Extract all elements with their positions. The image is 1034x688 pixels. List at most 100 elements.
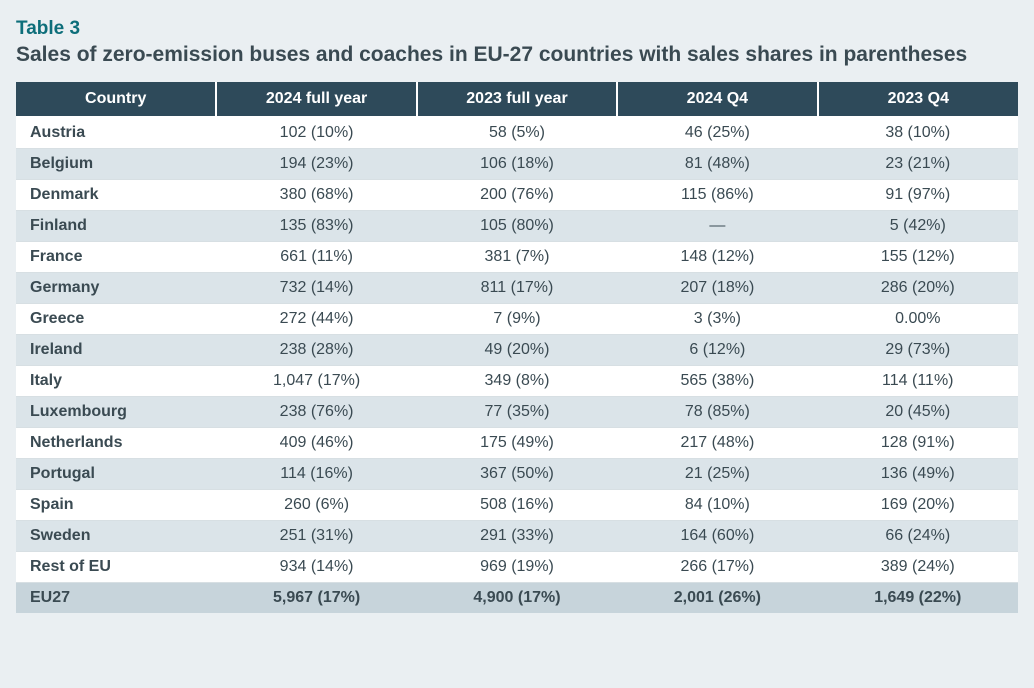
table-row: Finland135 (83%)105 (80%)—5 (42%) (16, 211, 1018, 242)
cell-country: Greece (16, 304, 216, 335)
table-row: Germany732 (14%)811 (17%)207 (18%)286 (2… (16, 273, 1018, 304)
table-title: Sales of zero-emission buses and coaches… (16, 42, 996, 68)
table-label: Table 3 (16, 18, 1018, 40)
cell-country: Italy (16, 366, 216, 397)
cell-country: Portugal (16, 459, 216, 490)
table-row: Rest of EU934 (14%)969 (19%)266 (17%)389… (16, 552, 1018, 583)
cell-value: 49 (20%) (417, 335, 617, 366)
cell-value: 46 (25%) (617, 117, 817, 149)
cell-value: 661 (11%) (216, 242, 416, 273)
cell-value: 367 (50%) (417, 459, 617, 490)
cell-value: 349 (8%) (417, 366, 617, 397)
cell-country: Rest of EU (16, 552, 216, 583)
cell-value: 1,649 (22%) (818, 583, 1018, 614)
cell-value: 811 (17%) (417, 273, 617, 304)
cell-value: 38 (10%) (818, 117, 1018, 149)
cell-value: — (617, 211, 817, 242)
cell-value: 77 (35%) (417, 397, 617, 428)
table-body: Austria102 (10%)58 (5%)46 (25%)38 (10%)B… (16, 117, 1018, 613)
cell-country: Netherlands (16, 428, 216, 459)
cell-value: 136 (49%) (818, 459, 1018, 490)
cell-value: 238 (28%) (216, 335, 416, 366)
cell-value: 2,001 (26%) (617, 583, 817, 614)
cell-value: 164 (60%) (617, 521, 817, 552)
cell-value: 114 (16%) (216, 459, 416, 490)
cell-value: 238 (76%) (216, 397, 416, 428)
cell-value: 6 (12%) (617, 335, 817, 366)
table-row: France661 (11%)381 (7%)148 (12%)155 (12%… (16, 242, 1018, 273)
cell-value: 78 (85%) (617, 397, 817, 428)
cell-country: Spain (16, 490, 216, 521)
cell-value: 389 (24%) (818, 552, 1018, 583)
cell-value: 7 (9%) (417, 304, 617, 335)
table-row: Greece272 (44%)7 (9%)3 (3%)0.00% (16, 304, 1018, 335)
cell-value: 732 (14%) (216, 273, 416, 304)
cell-country: Belgium (16, 149, 216, 180)
cell-value: 29 (73%) (818, 335, 1018, 366)
table-row: Ireland238 (28%)49 (20%)6 (12%)29 (73%) (16, 335, 1018, 366)
cell-value: 21 (25%) (617, 459, 817, 490)
cell-country: EU27 (16, 583, 216, 614)
col-2023-q4: 2023 Q4 (818, 82, 1018, 117)
cell-country: Austria (16, 117, 216, 149)
cell-country: Ireland (16, 335, 216, 366)
cell-value: 1,047 (17%) (216, 366, 416, 397)
col-country: Country (16, 82, 216, 117)
table-row: Spain260 (6%)508 (16%)84 (10%)169 (20%) (16, 490, 1018, 521)
cell-value: 128 (91%) (818, 428, 1018, 459)
cell-value: 5 (42%) (818, 211, 1018, 242)
sales-table: Country 2024 full year 2023 full year 20… (16, 82, 1018, 613)
table-row: EU275,967 (17%)4,900 (17%)2,001 (26%)1,6… (16, 583, 1018, 614)
cell-value: 380 (68%) (216, 180, 416, 211)
cell-value: 272 (44%) (216, 304, 416, 335)
cell-value: 3 (3%) (617, 304, 817, 335)
cell-value: 169 (20%) (818, 490, 1018, 521)
cell-country: France (16, 242, 216, 273)
cell-country: Germany (16, 273, 216, 304)
table-header-row: Country 2024 full year 2023 full year 20… (16, 82, 1018, 117)
cell-value: 286 (20%) (818, 273, 1018, 304)
col-2023-full: 2023 full year (417, 82, 617, 117)
cell-value: 565 (38%) (617, 366, 817, 397)
cell-value: 217 (48%) (617, 428, 817, 459)
cell-value: 115 (86%) (617, 180, 817, 211)
cell-value: 0.00% (818, 304, 1018, 335)
cell-value: 106 (18%) (417, 149, 617, 180)
cell-value: 81 (48%) (617, 149, 817, 180)
cell-country: Denmark (16, 180, 216, 211)
table-row: Austria102 (10%)58 (5%)46 (25%)38 (10%) (16, 117, 1018, 149)
cell-value: 194 (23%) (216, 149, 416, 180)
cell-value: 251 (31%) (216, 521, 416, 552)
col-2024-full: 2024 full year (216, 82, 416, 117)
cell-value: 105 (80%) (417, 211, 617, 242)
table-row: Belgium194 (23%)106 (18%)81 (48%)23 (21%… (16, 149, 1018, 180)
cell-value: 291 (33%) (417, 521, 617, 552)
cell-value: 381 (7%) (417, 242, 617, 273)
cell-value: 135 (83%) (216, 211, 416, 242)
table-row: Sweden251 (31%)291 (33%)164 (60%)66 (24%… (16, 521, 1018, 552)
cell-value: 175 (49%) (417, 428, 617, 459)
cell-value: 58 (5%) (417, 117, 617, 149)
cell-value: 102 (10%) (216, 117, 416, 149)
table-row: Italy1,047 (17%)349 (8%)565 (38%)114 (11… (16, 366, 1018, 397)
cell-value: 200 (76%) (417, 180, 617, 211)
cell-value: 23 (21%) (818, 149, 1018, 180)
cell-value: 5,967 (17%) (216, 583, 416, 614)
cell-value: 934 (14%) (216, 552, 416, 583)
cell-country: Luxembourg (16, 397, 216, 428)
cell-value: 508 (16%) (417, 490, 617, 521)
cell-value: 114 (11%) (818, 366, 1018, 397)
cell-country: Finland (16, 211, 216, 242)
cell-value: 84 (10%) (617, 490, 817, 521)
cell-value: 969 (19%) (417, 552, 617, 583)
table-row: Luxembourg238 (76%)77 (35%)78 (85%)20 (4… (16, 397, 1018, 428)
cell-value: 4,900 (17%) (417, 583, 617, 614)
cell-value: 207 (18%) (617, 273, 817, 304)
cell-value: 91 (97%) (818, 180, 1018, 211)
col-2024-q4: 2024 Q4 (617, 82, 817, 117)
cell-value: 66 (24%) (818, 521, 1018, 552)
cell-country: Sweden (16, 521, 216, 552)
cell-value: 20 (45%) (818, 397, 1018, 428)
cell-value: 148 (12%) (617, 242, 817, 273)
cell-value: 155 (12%) (818, 242, 1018, 273)
